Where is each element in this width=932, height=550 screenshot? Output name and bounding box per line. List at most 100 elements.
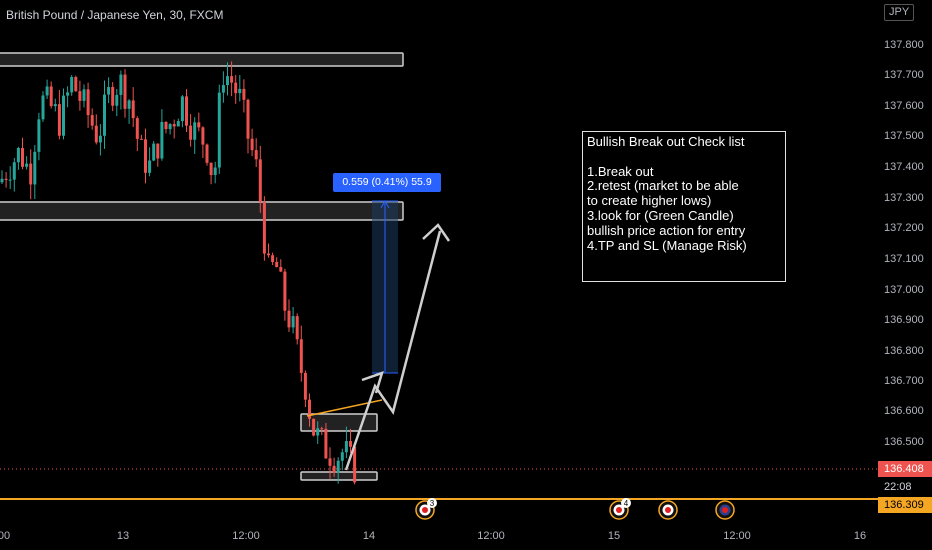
candle-body bbox=[103, 94, 106, 136]
note-title: Bullish Break out Check list bbox=[587, 134, 745, 149]
price-tick: 136.700 bbox=[884, 375, 924, 387]
candle-body bbox=[349, 441, 352, 447]
candle-body bbox=[70, 76, 74, 93]
price-tick: 137.500 bbox=[884, 130, 924, 142]
event-count: 4 bbox=[624, 499, 629, 508]
price-tick: 136.800 bbox=[884, 345, 924, 357]
retest-zone[interactable] bbox=[300, 413, 378, 432]
event-icon-core bbox=[665, 507, 671, 513]
candle-body bbox=[291, 316, 295, 328]
time-tick: 12:00 bbox=[723, 530, 751, 542]
candle-body bbox=[21, 148, 24, 167]
time-axis[interactable]: 00 13 12:00 14 12:00 15 12:00 16 bbox=[0, 522, 878, 550]
candle-body bbox=[86, 89, 90, 116]
note-box[interactable]: Bullish Break out Check list 1.Break out… bbox=[582, 131, 786, 282]
breakout-zone[interactable] bbox=[0, 201, 404, 221]
candle-body bbox=[287, 310, 291, 328]
candle-body bbox=[213, 167, 217, 176]
time-tick: 13 bbox=[116, 530, 130, 542]
candle-body bbox=[197, 122, 201, 128]
candle-body bbox=[115, 94, 119, 106]
candle-body bbox=[217, 92, 221, 168]
candle-body bbox=[279, 267, 283, 272]
candle-body bbox=[111, 87, 115, 106]
low-zone[interactable] bbox=[300, 471, 378, 481]
candlestick-series bbox=[0, 61, 357, 485]
candle-body bbox=[41, 95, 45, 120]
event-count-badge bbox=[621, 498, 631, 508]
projection-arrowhead-small bbox=[361, 371, 384, 394]
event-icon-core bbox=[616, 507, 622, 513]
candle-body bbox=[267, 253, 270, 256]
candle-body bbox=[62, 95, 65, 136]
candle-body bbox=[53, 104, 57, 107]
candle-body bbox=[98, 135, 102, 143]
event-icon-core bbox=[422, 507, 428, 513]
candle-body bbox=[312, 418, 316, 436]
candle-body bbox=[144, 139, 147, 173]
candle-body bbox=[12, 162, 16, 180]
price-tick: 137.600 bbox=[884, 100, 924, 112]
candle-body bbox=[156, 143, 160, 159]
currency-label[interactable]: JPY bbox=[884, 4, 915, 21]
price-tick: 137.200 bbox=[884, 222, 924, 234]
candle-body bbox=[230, 76, 234, 83]
candle-body bbox=[94, 125, 98, 143]
candle-body bbox=[127, 100, 131, 109]
candle-body bbox=[353, 446, 357, 483]
candle-body bbox=[82, 89, 86, 101]
candle-body bbox=[242, 88, 246, 100]
note-line: bullish price action for entry bbox=[587, 222, 746, 238]
candle-body bbox=[308, 399, 311, 419]
candle-body bbox=[258, 159, 262, 202]
candle-body bbox=[340, 452, 344, 461]
resistance-zone[interactable] bbox=[0, 52, 404, 67]
candle-body bbox=[185, 96, 188, 126]
candle-body bbox=[193, 122, 197, 140]
candle-body bbox=[316, 428, 320, 436]
candle-body bbox=[78, 91, 82, 101]
level-price-tag: 136.309 bbox=[878, 497, 932, 513]
measure-arrow-head bbox=[380, 199, 390, 209]
candle-body bbox=[234, 82, 238, 94]
note-line: 4.TP and SL (Manage Risk) bbox=[587, 237, 747, 253]
time-tick: 15 bbox=[607, 530, 621, 542]
candle-body bbox=[283, 271, 287, 311]
candle-body bbox=[320, 428, 324, 430]
candle-body bbox=[332, 465, 336, 473]
candle-body bbox=[238, 88, 242, 94]
candle-body bbox=[303, 372, 307, 400]
candle-body bbox=[8, 179, 12, 181]
candle-body bbox=[4, 178, 8, 180]
last-price-tag: 136.408 bbox=[878, 461, 932, 477]
candle-body bbox=[66, 92, 70, 96]
time-tick: 14 bbox=[362, 530, 376, 542]
price-tick: 137.100 bbox=[884, 253, 924, 265]
symbol-title: British Pound / Japanese Yen, 30, FXCM bbox=[6, 8, 224, 22]
candle-body bbox=[49, 86, 53, 107]
candle-body bbox=[209, 162, 213, 176]
candle-body bbox=[180, 96, 184, 122]
candle-body bbox=[262, 201, 266, 254]
uk-flag-icon-core bbox=[722, 507, 728, 513]
candle-body bbox=[25, 163, 29, 167]
candle-body bbox=[123, 74, 127, 109]
candle-body bbox=[271, 255, 275, 263]
price-tick: 136.900 bbox=[884, 314, 924, 326]
candle-body bbox=[328, 458, 332, 466]
candle-body bbox=[295, 316, 299, 340]
candle-body bbox=[74, 76, 78, 92]
price-axis[interactable]: JPY 137.800 137.700 137.600 137.500 137.… bbox=[878, 0, 932, 522]
note-line: 1.Break out bbox=[587, 163, 654, 179]
measure-label: 0.559 (0.41%) 55.9 bbox=[333, 173, 441, 192]
candle-body bbox=[201, 127, 205, 145]
candle-body bbox=[176, 121, 180, 127]
price-tick: 136.500 bbox=[884, 436, 924, 448]
projection-arrowhead bbox=[422, 223, 451, 242]
projection-path[interactable] bbox=[344, 230, 442, 471]
candle-body bbox=[299, 339, 303, 373]
candle-body bbox=[90, 115, 94, 126]
candle-body bbox=[164, 121, 168, 130]
